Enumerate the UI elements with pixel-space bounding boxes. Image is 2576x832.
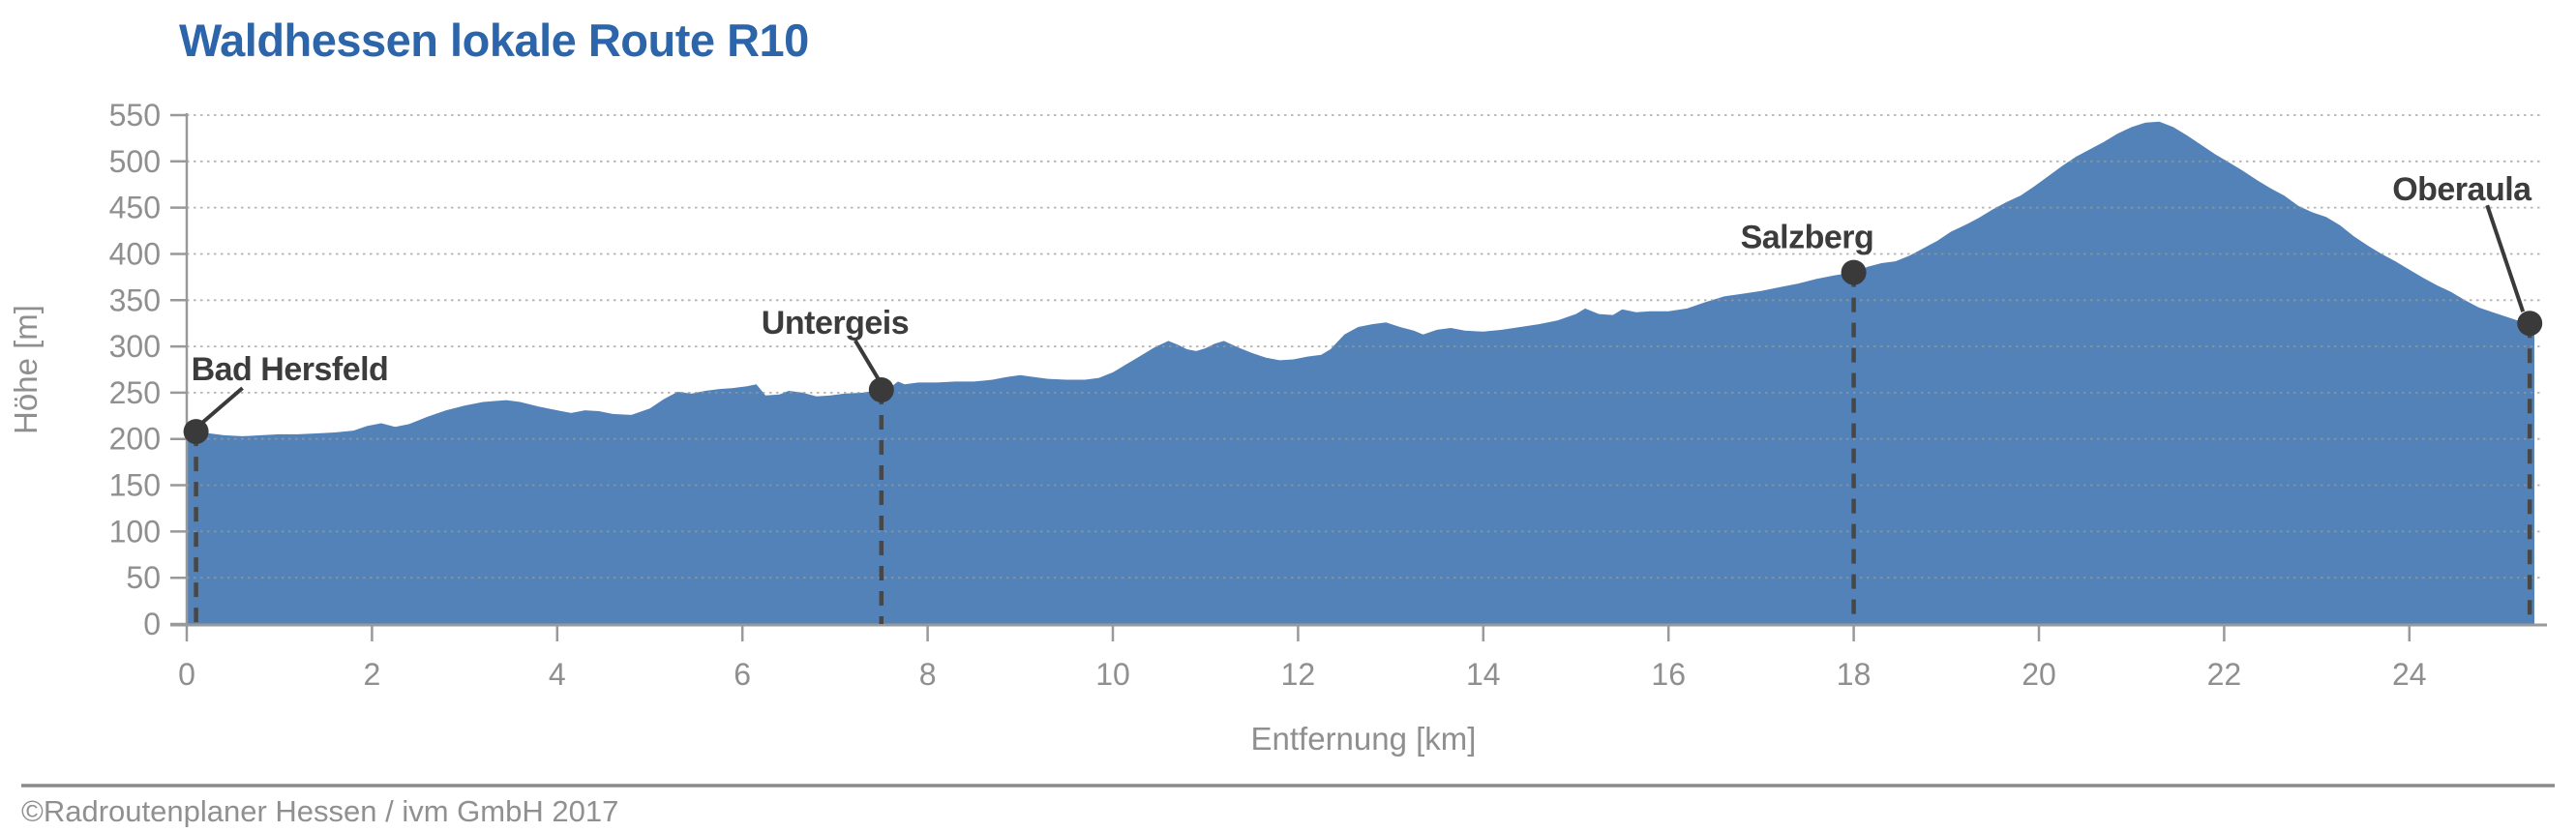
waypoint-connector-0 xyxy=(199,386,244,426)
waypoint-label-0: Bad Hersfeld xyxy=(192,351,389,388)
waypoint-connector-1 xyxy=(854,339,881,381)
y-tick-label-0: 0 xyxy=(143,607,161,641)
waypoint-marker-1 xyxy=(868,377,894,402)
x-tick-label-12: 12 xyxy=(1281,657,1316,692)
waypoints-group: Bad Hersfeld Untergeis Salzberg Oberaula xyxy=(183,171,2543,624)
x-tick-label-6: 6 xyxy=(734,657,751,692)
chart-title: Waldhessen lokale Route R10 xyxy=(179,15,809,66)
elevation-area xyxy=(187,121,2534,624)
x-tick-label-20: 20 xyxy=(2022,657,2056,692)
x-tick-label-16: 16 xyxy=(1651,657,1686,692)
y-tick-label-450: 450 xyxy=(109,191,161,225)
x-tick-label-18: 18 xyxy=(1837,657,1872,692)
y-tick-label-150: 150 xyxy=(109,468,161,503)
y-tick-label-400: 400 xyxy=(109,236,161,271)
y-tick-label-500: 500 xyxy=(109,144,161,179)
x-tick-label-24: 24 xyxy=(2392,657,2427,692)
x-tick-label-8: 8 xyxy=(919,657,937,692)
y-axis-title: Höhe [m] xyxy=(8,305,44,434)
axes-group xyxy=(170,113,2547,627)
x-tick-label-4: 4 xyxy=(549,657,566,692)
waypoint-label-2: Salzberg xyxy=(1741,220,1874,256)
y-tick-label-300: 300 xyxy=(109,329,161,364)
footer-copyright: ©Radroutenplaner Hessen / ivm GmbH 2017 xyxy=(21,794,618,827)
x-tick-label-10: 10 xyxy=(1095,657,1130,692)
y-tick-label-550: 550 xyxy=(109,98,161,133)
x-tick-label-22: 22 xyxy=(2207,657,2242,692)
x-tick-label-2: 2 xyxy=(364,657,381,692)
elevation-area-group xyxy=(187,121,2534,624)
waypoint-marker-2 xyxy=(1841,259,1867,285)
waypoint-label-3: Oberaula xyxy=(2392,171,2532,208)
footer: ©Radroutenplaner Hessen / ivm GmbH 2017 xyxy=(21,784,2555,828)
x-tick-label-14: 14 xyxy=(1466,657,1501,692)
x-axis-title: Entfernung [km] xyxy=(1251,721,1477,757)
y-tick-label-250: 250 xyxy=(109,375,161,410)
y-tick-label-50: 50 xyxy=(126,560,161,595)
waypoint-marker-0 xyxy=(183,419,209,445)
y-ticks-group: 0 50 100 150 200 250 300 350 400 450 500 550 xyxy=(109,98,187,641)
waypoint-marker-3 xyxy=(2517,311,2543,337)
y-tick-label-350: 350 xyxy=(109,282,161,317)
y-tick-label-100: 100 xyxy=(109,514,161,549)
y-tick-label-200: 200 xyxy=(109,422,161,457)
waypoint-label-1: Untergeis xyxy=(762,305,909,342)
x-ticks-group: 0 2 4 6 8 10 12 14 16 18 20 22 24 xyxy=(178,625,2427,692)
x-tick-label-0: 0 xyxy=(178,657,195,692)
waypoint-connector-3 xyxy=(2485,204,2526,312)
